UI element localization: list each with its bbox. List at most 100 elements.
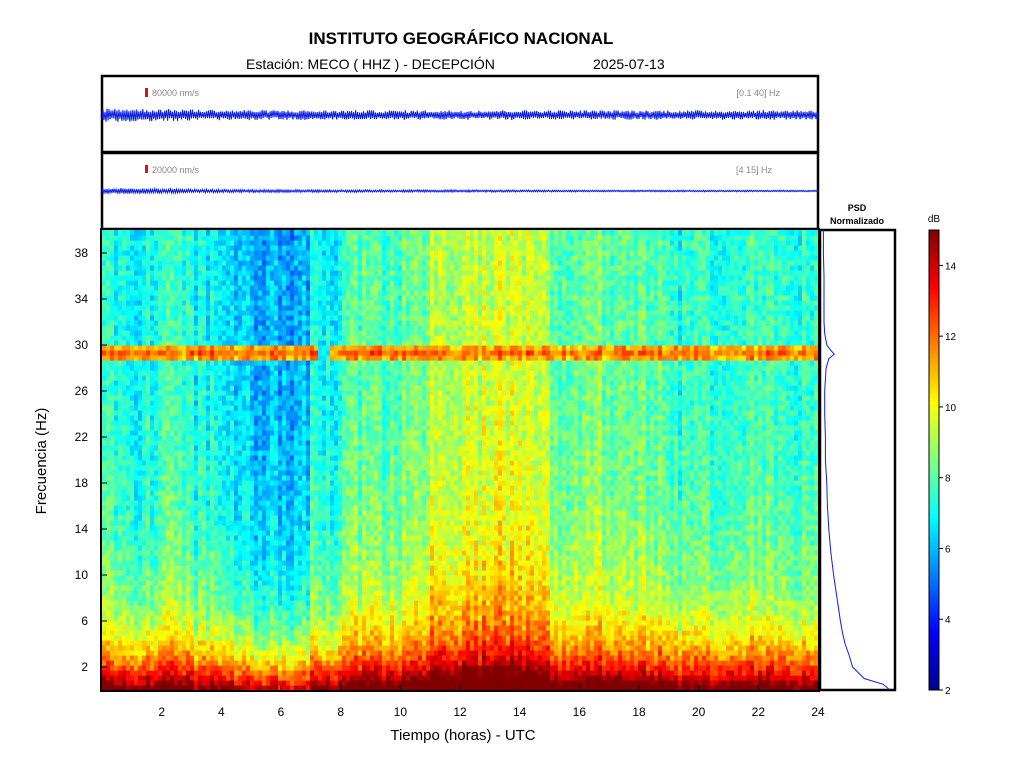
spectrogram-cell: [182, 410, 187, 416]
spectrogram-cell: [118, 580, 123, 586]
spectrogram-cell: [158, 350, 163, 356]
spectrogram-cell: [182, 415, 187, 421]
spectrogram-cell: [162, 270, 167, 276]
spectrogram-cell: [118, 650, 123, 656]
spectrogram-cell: [234, 505, 239, 511]
spectrogram-cell: [162, 290, 167, 296]
spectrogram-cell: [210, 365, 215, 371]
spectrogram-cell: [270, 390, 275, 396]
spectrogram-cell: [302, 535, 307, 541]
spectrogram-cell: [178, 375, 183, 381]
spectrogram-cell: [274, 445, 279, 451]
spectrogram-cell: [114, 360, 119, 366]
spectrogram-cell: [226, 565, 231, 571]
spectrogram-cell: [218, 535, 223, 541]
spectrogram-cell: [110, 445, 115, 451]
spectrogram-cell: [146, 570, 151, 576]
spectrogram-cell: [206, 595, 211, 601]
spectrogram-cell: [166, 575, 171, 581]
spectrogram-cell: [138, 275, 143, 281]
spectrogram-cell: [210, 640, 215, 646]
spectrogram-cell: [178, 355, 183, 361]
spectrogram-cell: [266, 250, 271, 256]
spectrogram-cell: [118, 600, 123, 606]
spectrogram-cell: [110, 380, 115, 386]
spectrogram-cell: [258, 430, 263, 436]
spectrogram-cell: [190, 270, 195, 276]
spectrogram-cell: [110, 460, 115, 466]
spectrogram-cell: [274, 455, 279, 461]
spectrogram-cell: [206, 240, 211, 246]
spectrogram-cell: [302, 610, 307, 616]
spectrogram-cell: [218, 470, 223, 476]
spectrogram-cell: [130, 420, 135, 426]
spectrogram-cell: [290, 635, 295, 641]
spectrogram-cell: [110, 450, 115, 456]
spectrogram-cell: [126, 645, 131, 651]
spectrogram-cell: [270, 530, 275, 536]
spectrogram-cell: [190, 390, 195, 396]
spectrogram-cell: [258, 235, 263, 241]
spectrogram-cell: [194, 285, 199, 291]
spectrogram-cell: [106, 530, 111, 536]
spectrogram-cell: [118, 400, 123, 406]
spectrogram-cell: [298, 410, 303, 416]
spectrogram-cell: [166, 335, 171, 341]
spectrogram-cell: [266, 685, 271, 690]
spectrogram-cell: [138, 530, 143, 536]
spectrogram-cell: [162, 660, 167, 666]
spectrogram-cell: [154, 230, 159, 236]
spectrogram-cell: [242, 495, 247, 501]
spectrogram-cell: [158, 585, 163, 591]
spectrogram-cell: [302, 570, 307, 576]
spectrogram-cell: [190, 330, 195, 336]
spectrogram-cell: [106, 560, 111, 566]
spectrogram-cell: [298, 505, 303, 511]
spectrogram-cell: [102, 550, 107, 556]
spectrogram-cell: [278, 450, 283, 456]
spectrogram-cell: [126, 235, 131, 241]
spectrogram-cell: [122, 340, 127, 346]
spectrogram-cell: [114, 495, 119, 501]
spectrogram-cell: [310, 475, 315, 481]
spectrogram-cell: [282, 675, 287, 681]
spectrogram-cell: [234, 445, 239, 451]
spectrogram-cell: [278, 575, 283, 581]
spectrogram-cell: [118, 235, 123, 241]
spectrogram-cell: [210, 380, 215, 386]
spectrogram-cell: [266, 595, 271, 601]
spectrogram-cell: [270, 540, 275, 546]
spectrogram-cell: [206, 425, 211, 431]
spectrogram-cell: [146, 605, 151, 611]
spectrogram-cell: [318, 660, 323, 666]
spectrogram-cell: [110, 305, 115, 311]
spectrogram-cell: [182, 275, 187, 281]
spectrogram-cell: [134, 625, 139, 631]
spectrogram-cell: [234, 255, 239, 261]
spectrogram-cell: [122, 395, 127, 401]
spectrogram-cell: [174, 650, 179, 656]
spectrogram-cell: [266, 585, 271, 591]
spectrogram-cell: [134, 280, 139, 286]
spectrogram-cell: [274, 655, 279, 661]
spectrogram-cell: [114, 460, 119, 466]
spectrogram-cell: [258, 355, 263, 361]
spectrogram-cell: [194, 505, 199, 511]
spectrogram-cell: [314, 450, 319, 456]
spectrogram-cell: [150, 680, 155, 686]
spectrogram-cell: [294, 305, 299, 311]
spectrogram-cell: [302, 625, 307, 631]
spectrogram-cell: [190, 445, 195, 451]
spectrogram-cell: [250, 410, 255, 416]
spectrogram-cell: [290, 395, 295, 401]
spectrogram-cell: [174, 660, 179, 666]
spectrogram-cell: [150, 620, 155, 626]
spectrogram-cell: [154, 455, 159, 461]
spectrogram-cell: [202, 415, 207, 421]
spectrogram-cell: [266, 555, 271, 561]
spectrogram-cell: [202, 455, 207, 461]
spectrogram-cell: [126, 600, 131, 606]
spectrogram-cell: [286, 560, 291, 566]
spectrogram-cell: [170, 375, 175, 381]
spectrogram-cell: [314, 265, 319, 271]
